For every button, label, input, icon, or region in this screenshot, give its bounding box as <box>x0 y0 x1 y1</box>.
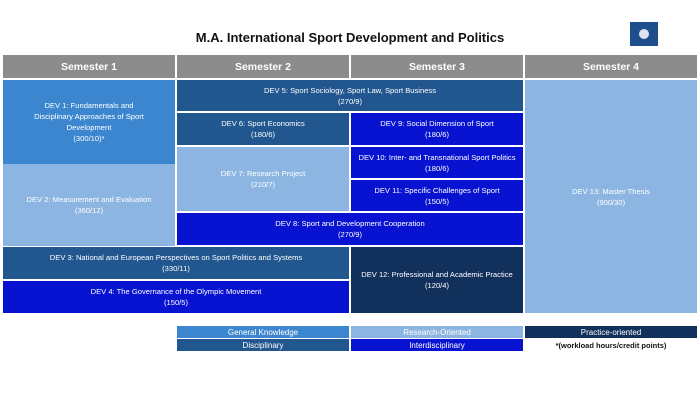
module-dev6-credits: (180/6) <box>250 130 276 139</box>
module-dev6: DEV 6: Sport Economics (180/6) <box>177 113 349 145</box>
page-title: M.A. International Sport Development and… <box>195 30 505 45</box>
module-dev1: DEV 1: Fundamentals and Disciplinary App… <box>3 80 175 164</box>
module-dev9-credits: (180/6) <box>424 130 450 139</box>
module-dev5-name: DEV 5: Sport Sociology, Sport Law, Sport… <box>263 85 437 95</box>
module-dev4: DEV 4: The Governance of the Olympic Mov… <box>3 281 349 313</box>
module-dev6-name: DEV 6: Sport Economics <box>221 119 305 128</box>
module-dev11: DEV 11: Specific Challenges of Sport (15… <box>351 180 523 211</box>
module-dev10-name: DEV 10: Inter- and Transnational Sport P… <box>358 152 516 162</box>
module-dev7-name: DEV 7: Research Project <box>220 169 306 178</box>
module-dev12: DEV 12: Professional and Academic Practi… <box>351 247 523 313</box>
legend-interdisciplinary: Interdisciplinary <box>351 339 523 351</box>
module-dev13: DEV 13: Master Thesis (900/30) <box>525 80 697 313</box>
module-dev10-credits: (180/6) <box>424 163 450 173</box>
module-dev11-credits: (150/5) <box>424 196 450 206</box>
module-dev1-credits: (300/10)* <box>73 134 105 143</box>
module-dev7: DEV 7: Research Project (210/7) <box>177 147 349 211</box>
module-dev9-name: DEV 9: Social Dimension of Sport <box>380 119 494 128</box>
legend-practice-oriented: Practice-oriented <box>525 326 697 338</box>
semester-3-header: Semester 3 <box>351 55 523 78</box>
module-dev8-name: DEV 8: Sport and Development Cooperation <box>275 219 425 228</box>
module-dev12-name: DEV 12: Professional and Academic Practi… <box>361 270 513 279</box>
module-dev11-name: DEV 11: Specific Challenges of Sport <box>374 185 500 195</box>
module-dev4-name: DEV 4: The Governance of the Olympic Mov… <box>90 287 262 296</box>
module-dev1-name: DEV 1: Fundamentals and Disciplinary App… <box>34 101 144 132</box>
module-dev5-credits: (270/9) <box>337 96 363 106</box>
module-dev2-name: DEV 2: Measurement and Evaluation <box>26 195 152 204</box>
module-dev7-credits: (210/7) <box>250 180 276 189</box>
module-dev2: DEV 2: Measurement and Evaluation (360/1… <box>3 164 175 246</box>
module-dev3-name: DEV 3: National and European Perspective… <box>49 253 303 262</box>
module-dev3: DEV 3: National and European Perspective… <box>3 247 349 279</box>
module-dev4-credits: (150/5) <box>163 298 189 307</box>
university-logo-icon <box>630 22 658 46</box>
module-dev13-credits: (900/30) <box>596 197 626 207</box>
module-dev13-name: DEV 13: Master Thesis <box>572 186 650 196</box>
semester-4-header: Semester 4 <box>525 55 697 78</box>
legend-note: *(workload hours/credit points) <box>555 340 667 350</box>
module-dev10: DEV 10: Inter- and Transnational Sport P… <box>351 147 523 178</box>
legend-general-knowledge: General Knowledge <box>177 326 349 338</box>
module-dev5: DEV 5: Sport Sociology, Sport Law, Sport… <box>177 80 523 111</box>
module-dev12-credits: (120/4) <box>424 281 450 290</box>
module-dev3-credits: (330/11) <box>162 264 190 273</box>
module-dev9: DEV 9: Social Dimension of Sport (180/6) <box>351 113 523 145</box>
module-dev2-credits: (360/12) <box>74 206 104 215</box>
legend-research-oriented: Research-Oriented <box>351 326 523 338</box>
semester-2-header: Semester 2 <box>177 55 349 78</box>
module-dev8: DEV 8: Sport and Development Cooperation… <box>177 213 523 245</box>
semester-1-header: Semester 1 <box>3 55 175 78</box>
legend-disciplinary: Disciplinary <box>177 339 349 351</box>
module-dev8-credits: (270/9) <box>337 230 363 239</box>
